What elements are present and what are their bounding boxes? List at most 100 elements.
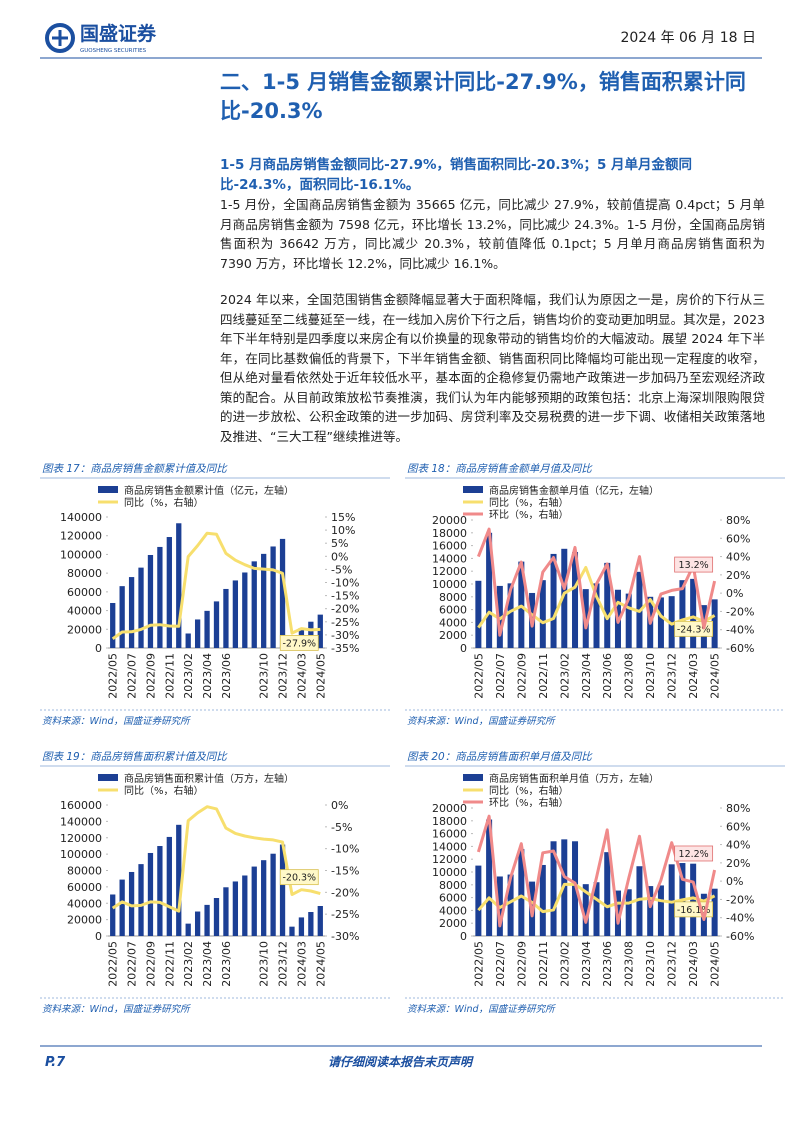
notice: 请仔细阅读本报告末页声明 xyxy=(328,1055,474,1069)
bar xyxy=(176,824,182,936)
bar xyxy=(593,882,600,936)
data-label: 13.2% xyxy=(679,560,709,571)
x-tick-label: 2023/12 xyxy=(277,941,290,987)
x-tick-label: 2022/05 xyxy=(472,941,485,987)
y2-tick-label: 0% xyxy=(331,550,348,563)
bar xyxy=(138,567,144,648)
x-tick-label: 2023/04 xyxy=(580,653,593,699)
paragraph: 2024 年以来，全国范围销售金额降幅显著大于面积降幅，我们认为原因之一是，房价… xyxy=(220,292,765,444)
line xyxy=(111,805,321,913)
bar xyxy=(317,614,323,648)
y-tick-label: 160000 xyxy=(60,799,102,812)
lead: 1-5 月商品房销售金额同比-27.9%，销售面积同比-20.3%；5 月单月金… xyxy=(220,157,693,193)
logo xyxy=(45,23,75,53)
bar xyxy=(711,888,718,936)
y2-tick-label: 20% xyxy=(726,569,750,582)
y-tick-label: 60000 xyxy=(67,586,102,599)
x-tick-label: 2022/09 xyxy=(144,653,157,699)
bar xyxy=(604,562,611,648)
bar xyxy=(242,572,248,648)
bar xyxy=(679,580,686,648)
data-label: -20.3% xyxy=(282,873,316,884)
bar xyxy=(657,597,664,648)
label-box xyxy=(279,869,319,886)
y-tick-label: 0 xyxy=(460,930,467,943)
chart-title: 图表 17：商品房销售金额累计值及同比 xyxy=(42,463,228,475)
y2-tick-label: -20% xyxy=(726,893,754,906)
y2-tick-label: 5% xyxy=(331,537,348,550)
bar xyxy=(223,588,229,648)
y2-tick-label: -20% xyxy=(726,605,754,618)
y-tick-label: 100000 xyxy=(60,548,102,561)
x-tick-label: 2022/07 xyxy=(494,653,507,699)
y2-tick-label: -10% xyxy=(331,577,359,590)
line xyxy=(477,527,717,637)
y-tick-label: 40000 xyxy=(67,897,102,910)
legend-swatch xyxy=(463,774,483,781)
x-tick-label: 2024/03 xyxy=(687,653,700,699)
x-tick-label: 2024/03 xyxy=(687,941,700,987)
y-tick-label: 120000 xyxy=(60,530,102,543)
bar xyxy=(166,836,172,936)
y-tick-label: 0 xyxy=(460,642,467,655)
bar xyxy=(289,926,295,936)
x-tick-label: 2022/09 xyxy=(515,941,528,987)
legend-label: 同比（%，右轴） xyxy=(489,784,569,797)
bar xyxy=(550,553,557,648)
bar xyxy=(251,866,257,936)
legend-swatch xyxy=(98,774,118,781)
source: 资料来源：Wind，国盛证券研究所 xyxy=(407,1003,556,1015)
y2-tick-label: 20% xyxy=(726,857,750,870)
x-tick-label: 2022/11 xyxy=(163,941,176,987)
y2-tick-label: -15% xyxy=(331,590,359,603)
x-tick-label: 2024/05 xyxy=(709,653,722,699)
bar xyxy=(539,864,546,936)
y2-tick-label: -10% xyxy=(331,843,359,856)
y2-tick-label: -5% xyxy=(331,821,352,834)
bar xyxy=(157,546,163,648)
bar xyxy=(232,881,239,936)
y2-tick-label: -15% xyxy=(331,865,359,878)
bar xyxy=(308,912,314,936)
legend-label: 商品房销售金额单月值（亿元，左轴） xyxy=(489,484,659,497)
x-tick-label: 2022/11 xyxy=(537,653,550,699)
bar xyxy=(636,866,643,936)
y-tick-label: 8000 xyxy=(439,879,467,892)
y-tick-label: 120000 xyxy=(60,832,102,845)
page-number: P.7 xyxy=(45,1055,66,1070)
bar xyxy=(507,874,514,936)
bar xyxy=(604,852,611,936)
x-tick-label: 2022/05 xyxy=(107,941,120,987)
x-tick-label: 2022/09 xyxy=(144,941,157,987)
y2-tick-label: -20% xyxy=(331,886,359,899)
legend-label: 同比（%，右轴） xyxy=(124,784,204,797)
y2-tick-label: -20% xyxy=(331,603,359,616)
logo-mark xyxy=(52,30,68,46)
y-tick-label: 12000 xyxy=(432,565,467,578)
x-tick-label: 2024/05 xyxy=(314,941,327,987)
data-label: -24.3% xyxy=(677,624,711,635)
y2-tick-label: 0% xyxy=(331,799,348,812)
label-box xyxy=(279,634,319,651)
bar xyxy=(204,904,210,936)
x-tick-label: 2023/04 xyxy=(201,941,214,987)
bar xyxy=(176,523,182,648)
x-tick-label: 2023/08 xyxy=(623,941,636,987)
x-tick-label: 2022/07 xyxy=(126,653,139,699)
y2-tick-label: 40% xyxy=(726,839,750,852)
bar xyxy=(261,860,267,936)
y-tick-label: 4000 xyxy=(439,616,467,629)
bar xyxy=(147,554,154,648)
y2-tick-label: -60% xyxy=(726,930,754,943)
bar xyxy=(690,578,697,648)
bar xyxy=(261,553,267,648)
bar xyxy=(138,864,144,936)
date: 2024 年 06 月 18 日 xyxy=(620,30,756,46)
source: 资料来源：Wind，国盛证券研究所 xyxy=(407,715,556,727)
bar xyxy=(507,583,514,648)
source: 资料来源：Wind，国盛证券研究所 xyxy=(42,1003,191,1015)
bar xyxy=(518,848,525,936)
y-tick-label: 10000 xyxy=(432,866,467,879)
y-tick-label: 2000 xyxy=(439,629,467,642)
bar xyxy=(279,538,286,648)
